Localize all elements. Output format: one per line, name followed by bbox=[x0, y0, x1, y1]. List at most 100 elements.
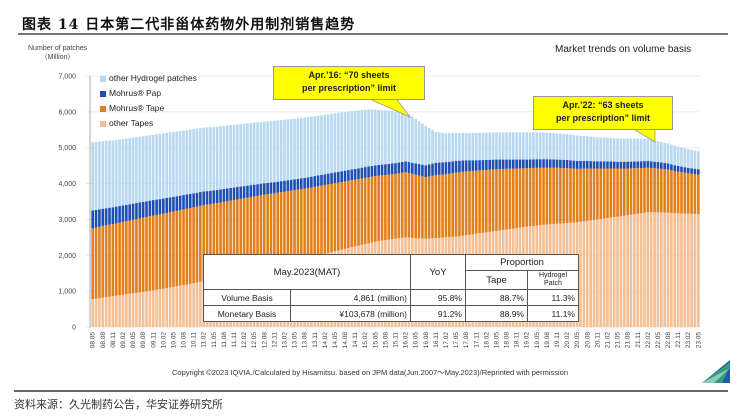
bar-mohrus-tape bbox=[609, 168, 613, 218]
bar-mohrus-pap bbox=[565, 159, 569, 169]
bar-mohrus-pap bbox=[232, 187, 236, 201]
bar-mohrus-pap bbox=[666, 163, 670, 170]
bar-mohrus-tape bbox=[508, 168, 512, 229]
x-tick-label: 18.11 bbox=[514, 332, 521, 348]
x-tick-label: 20.02 bbox=[564, 332, 571, 349]
bar-other-tapes bbox=[114, 295, 118, 327]
bar-mohrus-pap bbox=[404, 161, 407, 173]
bar-mohrus-tape bbox=[639, 168, 643, 214]
bar-other-hydrogel bbox=[188, 129, 192, 194]
x-tick-label: 19.02 bbox=[524, 332, 531, 349]
bar-mohrus-pap bbox=[151, 200, 155, 216]
bar-mohrus-pap bbox=[599, 161, 603, 169]
x-tick-label: 21.11 bbox=[635, 332, 642, 348]
bar-mohrus-pap bbox=[347, 170, 350, 181]
bar-mohrus-tape bbox=[128, 220, 131, 294]
bar-other-hydrogel bbox=[111, 140, 115, 208]
legend-label: Mohrus® Tape bbox=[109, 103, 165, 113]
bar-mohrus-pap bbox=[659, 162, 663, 169]
bar-other-hydrogel bbox=[491, 132, 495, 160]
x-tick-label: 09.08 bbox=[140, 332, 147, 349]
row-hydrogel: 11.1% bbox=[527, 305, 579, 322]
bar-other-hydrogel bbox=[330, 113, 333, 174]
bar-mohrus-pap bbox=[330, 173, 333, 184]
bar-other-hydrogel bbox=[599, 137, 603, 162]
bar-mohrus-tape bbox=[474, 170, 478, 234]
bar-mohrus-pap bbox=[575, 160, 579, 169]
bar-mohrus-pap bbox=[596, 161, 599, 169]
bar-other-hydrogel bbox=[609, 137, 613, 162]
bar-mohrus-pap bbox=[411, 162, 414, 174]
bar-other-hydrogel bbox=[555, 133, 559, 160]
bar-mohrus-pap bbox=[276, 181, 280, 193]
bar-mohrus-tape bbox=[659, 168, 663, 213]
bar-mohrus-pap bbox=[252, 184, 256, 197]
x-tick-label: 11.11 bbox=[231, 332, 238, 348]
bar-mohrus-pap bbox=[437, 162, 441, 175]
bar-mohrus-pap bbox=[548, 159, 552, 168]
bar-other-hydrogel bbox=[569, 134, 572, 161]
bar-mohrus-pap bbox=[259, 183, 263, 196]
bar-mohrus-tape bbox=[431, 175, 434, 239]
bar-mohrus-tape bbox=[606, 168, 609, 218]
row-tape: 88.7% bbox=[465, 289, 528, 306]
bar-mohrus-tape bbox=[522, 168, 525, 228]
bar-mohrus-tape bbox=[165, 212, 169, 289]
bar-mohrus-pap bbox=[518, 159, 522, 169]
bar-other-hydrogel bbox=[518, 132, 522, 160]
bar-mohrus-tape bbox=[683, 172, 687, 214]
bar-other-hydrogel bbox=[138, 136, 142, 203]
bar-other-hydrogel bbox=[441, 132, 444, 163]
bar-mohrus-pap bbox=[649, 161, 653, 169]
bar-other-hydrogel bbox=[172, 131, 175, 197]
y-tick-label: 3,000 bbox=[58, 217, 76, 224]
bar-mohrus-tape bbox=[199, 205, 202, 282]
bar-other-hydrogel bbox=[451, 133, 455, 162]
bar-mohrus-pap bbox=[579, 160, 582, 169]
bar-other-tapes bbox=[663, 212, 666, 327]
bar-mohrus-tape bbox=[525, 168, 529, 227]
bar-mohrus-pap bbox=[195, 192, 199, 207]
y-tick-label: 6,000 bbox=[58, 109, 76, 116]
x-tick-label: 17.05 bbox=[453, 332, 460, 349]
bar-mohrus-pap bbox=[175, 196, 179, 211]
bar-mohrus-tape bbox=[239, 198, 243, 274]
bar-other-hydrogel bbox=[697, 151, 700, 170]
y-tick-label: 5,000 bbox=[58, 145, 76, 152]
row-label: Monetary Basis bbox=[203, 305, 291, 322]
bar-other-hydrogel bbox=[485, 132, 488, 160]
bar-mohrus-tape bbox=[182, 209, 185, 286]
bar-other-hydrogel bbox=[505, 132, 508, 160]
publisher-logo-icon bbox=[702, 360, 730, 383]
bar-other-hydrogel bbox=[215, 126, 219, 190]
bar-mohrus-pap bbox=[370, 165, 374, 177]
bar-mohrus-tape bbox=[138, 218, 142, 293]
bar-other-tapes bbox=[616, 216, 619, 327]
bar-mohrus-tape bbox=[643, 167, 646, 213]
x-tick-label: 16.11 bbox=[433, 332, 440, 348]
header-hydrogel-line2: Patch bbox=[544, 280, 562, 287]
bar-other-hydrogel bbox=[686, 149, 690, 168]
legend-label: other Tapes bbox=[109, 118, 154, 128]
bar-mohrus-pap bbox=[239, 186, 243, 199]
bar-other-tapes bbox=[596, 219, 599, 327]
bar-mohrus-pap bbox=[407, 162, 411, 173]
bar-mohrus-pap bbox=[185, 194, 189, 209]
bar-other-hydrogel bbox=[471, 133, 475, 161]
bar-other-hydrogel bbox=[676, 146, 680, 166]
bar-mohrus-tape bbox=[656, 168, 660, 213]
bar-other-hydrogel bbox=[367, 109, 370, 167]
bar-mohrus-pap bbox=[545, 159, 549, 168]
bar-other-hydrogel bbox=[437, 132, 441, 163]
bar-other-hydrogel bbox=[693, 150, 697, 169]
bar-other-tapes bbox=[101, 297, 105, 327]
bar-mohrus-tape bbox=[690, 173, 693, 214]
bar-other-hydrogel bbox=[400, 111, 404, 162]
bar-mohrus-tape bbox=[555, 167, 559, 224]
bar-other-tapes bbox=[108, 296, 111, 327]
bar-other-tapes bbox=[168, 287, 172, 327]
bar-other-hydrogel bbox=[299, 117, 303, 179]
bar-other-hydrogel bbox=[199, 128, 202, 193]
bar-mohrus-pap bbox=[680, 166, 683, 173]
bar-other-hydrogel bbox=[481, 132, 485, 161]
